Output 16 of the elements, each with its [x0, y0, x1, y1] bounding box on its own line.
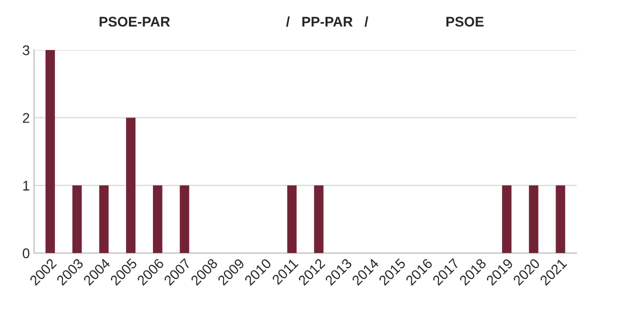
- bar: [126, 118, 136, 254]
- bar: [72, 185, 82, 254]
- bar: [180, 185, 190, 254]
- bar: [287, 185, 297, 254]
- y-tick-label: 0: [22, 248, 30, 258]
- y-tick-label: 2: [22, 113, 30, 123]
- bar: [152, 185, 162, 254]
- bar: [46, 50, 55, 254]
- bar: [556, 185, 566, 254]
- y-tick-label: 3: [22, 45, 30, 56]
- bar: [502, 185, 512, 254]
- y-tick-label: 1: [23, 180, 30, 190]
- bar: [314, 185, 324, 254]
- chart-title: PSOE-PAR / PP-PAR / PSOE: [100, 16, 484, 27]
- bar: [528, 185, 538, 254]
- bar: [99, 185, 109, 254]
